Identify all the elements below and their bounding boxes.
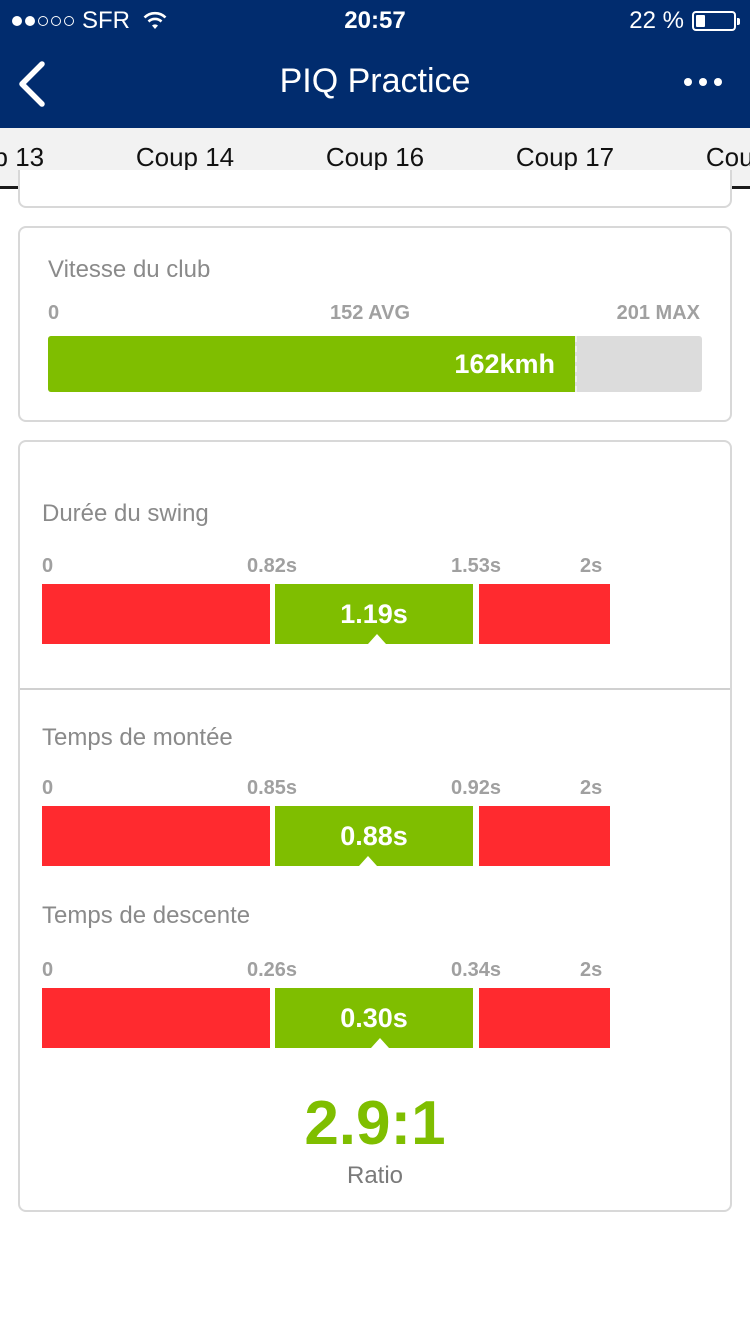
status-time: 20:57	[344, 7, 406, 34]
swing-duration-tick-min: 0	[42, 555, 54, 577]
battery-icon	[692, 11, 740, 31]
more-dots-icon	[684, 78, 692, 86]
backswing-time-label: Temps de montée	[42, 724, 233, 751]
chevron-left-icon	[19, 61, 45, 107]
backswing-tick-max: 2s	[580, 777, 603, 799]
backswing-high-zone	[479, 806, 610, 866]
club-speed-value: 162kmh	[454, 349, 555, 379]
downswing-tick-min: 0	[42, 959, 54, 981]
backswing-tick-low: 0.85s	[247, 777, 298, 799]
swing-duration-tick-high: 1.53s	[451, 555, 502, 577]
club-speed-label: Vitesse du club	[48, 256, 211, 283]
club-speed-fill	[48, 336, 575, 392]
status-bar: SFR 20:57 22 %	[0, 0, 750, 40]
club-speed-avg-marker	[575, 336, 577, 392]
tab-coup-14[interactable]: Coup 14	[135, 142, 235, 172]
section-divider	[20, 688, 730, 690]
club-speed-min: 0	[48, 302, 60, 324]
signal-strength-icon	[12, 16, 74, 26]
tab-coup-17[interactable]: Coup 17	[515, 142, 615, 172]
tempo-ratio-value: 2.9:1	[304, 1089, 446, 1158]
club-speed-max: 201 MAX	[616, 302, 700, 324]
carrier-name: SFR	[82, 7, 130, 34]
swing-timing-card: Durée du swing 0 0.82s 1.53s 2s 1.19s Te…	[18, 440, 732, 1212]
tab-coup-18[interactable]: Coup 18	[705, 142, 750, 172]
swing-duration-tick-low: 0.82s	[247, 555, 298, 577]
swing-duration-high-zone	[479, 584, 610, 644]
backswing-tick-min: 0	[42, 777, 54, 799]
downswing-tick-high: 0.34s	[451, 959, 502, 981]
downswing-marker	[371, 1038, 389, 1048]
downswing-tick-max: 2s	[580, 959, 603, 981]
wifi-icon	[143, 11, 167, 29]
previous-card	[18, 170, 732, 208]
back-button[interactable]	[14, 60, 54, 108]
club-speed-avg: 152 AVG	[330, 302, 411, 324]
club-speed-bar: 162kmh	[48, 336, 702, 392]
navigation-bar: PIQ Practice	[0, 40, 750, 128]
club-speed-card: Vitesse du club 0 152 AVG 201 MAX 162kmh	[18, 226, 732, 422]
downswing-tick-low: 0.26s	[247, 959, 298, 981]
more-options-button[interactable]	[684, 78, 722, 86]
backswing-marker	[359, 856, 377, 866]
swing-duration-tick-max: 2s	[580, 555, 603, 577]
page-title: PIQ Practice	[279, 62, 471, 100]
tempo-ratio-label: Ratio	[346, 1162, 404, 1189]
backswing-low-zone	[42, 806, 270, 866]
downswing-high-zone	[479, 988, 610, 1048]
swing-duration-marker	[368, 634, 386, 644]
swing-duration-low-zone	[42, 584, 270, 644]
battery-percent: 22 %	[629, 7, 684, 34]
downswing-low-zone	[42, 988, 270, 1048]
swing-duration-label: Durée du swing	[42, 500, 209, 527]
backswing-tick-high: 0.92s	[451, 777, 502, 799]
downswing-time-label: Temps de descente	[42, 902, 251, 929]
tab-coup-13[interactable]: Coup 13	[0, 142, 45, 172]
